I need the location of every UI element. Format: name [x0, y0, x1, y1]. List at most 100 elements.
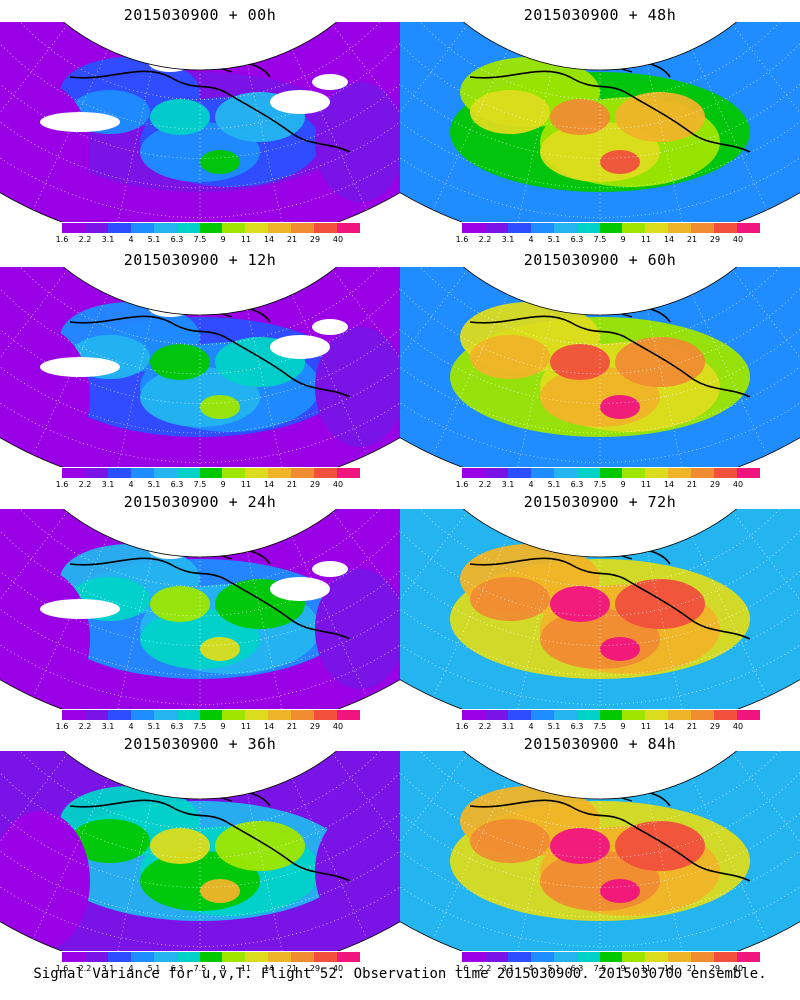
- colorbar-swatch: [245, 710, 269, 720]
- colorbar-swatch: [107, 710, 131, 720]
- colorbar-swatch: [314, 952, 338, 962]
- colorbar: [462, 223, 760, 235]
- colorbar-tick-label: 2.2: [78, 964, 92, 973]
- colorbar-tick-label: 14: [663, 235, 675, 244]
- colorbar-swatch: [599, 952, 623, 962]
- colorbar-tick-label: 1.6: [55, 480, 69, 489]
- map-outline: [400, 267, 800, 467]
- below-scale-region: [312, 74, 348, 90]
- colorbar-tick-label: 11: [240, 964, 252, 973]
- colorbar-tick-label: 21: [286, 722, 298, 731]
- colorbar-swatch: [668, 710, 692, 720]
- colorbar-tick-label: 6.3: [570, 235, 584, 244]
- colorbar: [462, 468, 760, 480]
- colorbar-tick-label: 5.1: [147, 722, 161, 731]
- colorbar-labels: 1.6 2.2 3.1 4 5.1 6.3 7.5 9 11 14 21 29 40: [56, 964, 356, 974]
- colorbar-swatch: [62, 223, 85, 233]
- colorbar-tick-label: 3.1: [101, 964, 115, 973]
- colorbar-swatch: [714, 710, 738, 720]
- colorbar-swatch: [245, 952, 269, 962]
- colorbar-swatch: [599, 468, 623, 478]
- colorbar-swatch: [268, 223, 292, 233]
- colorbar-swatch: [691, 710, 715, 720]
- colorbar-tick-label: 29: [309, 480, 321, 489]
- colorbar-swatch: [576, 468, 600, 478]
- forecast-panel: 2015030900 + 00h 1.6 2.2 3.1 4 5.1 6.3 7.5 9 11 14…: [0, 0, 400, 245]
- colorbar-swatch: [107, 952, 131, 962]
- colorbar-swatch: [645, 468, 669, 478]
- colorbar: [62, 223, 360, 235]
- colorbar-swatch: [714, 223, 738, 233]
- colorbar-swatch: [107, 468, 131, 478]
- colorbar-tick-label: 40: [332, 964, 344, 973]
- colorbar-tick-label: 21: [686, 480, 698, 489]
- colorbar-tick-label: 1.6: [55, 722, 69, 731]
- colorbar-swatch: [645, 952, 669, 962]
- colorbar-swatch: [737, 710, 760, 720]
- colorbar-swatch: [553, 223, 577, 233]
- colorbar-tick-label: 5.1: [547, 722, 561, 731]
- variance-map: [0, 267, 400, 467]
- colorbar-swatch: [314, 710, 338, 720]
- colorbar-labels: 1.6 2.2 3.1 4 5.1 6.3 7.5 9 11 14 21 29 40: [456, 235, 756, 245]
- contour-region: [470, 819, 550, 863]
- variance-map: [400, 751, 800, 951]
- colorbar-swatch: [507, 223, 531, 233]
- contour-region: [615, 92, 705, 142]
- forecast-panel: 2015030900 + 84h 1.6 2.2 3.1 4 5.1 6.3 7.5 9 11 14…: [400, 729, 800, 974]
- colorbar-tick-label: 4: [128, 722, 134, 731]
- colorbar-tick-label: 5.1: [147, 235, 161, 244]
- colorbar-tick-label: 4: [128, 964, 134, 973]
- colorbar-tick-label: 29: [709, 480, 721, 489]
- colorbar-swatch: [84, 468, 108, 478]
- contour-region: [550, 344, 610, 380]
- colorbar-tick-label: 1.6: [55, 235, 69, 244]
- panel-title: 2015030900 + 12h: [123, 251, 277, 269]
- colorbar-swatch: [291, 710, 315, 720]
- colorbar-swatch: [153, 223, 177, 233]
- colorbar-labels: 1.6 2.2 3.1 4 5.1 6.3 7.5 9 11 14 21 29 40: [456, 722, 756, 732]
- colorbar: [62, 468, 360, 480]
- colorbar-swatch: [484, 952, 508, 962]
- colorbar-swatch: [84, 710, 108, 720]
- forecast-panel: 2015030900 + 60h 1.6 2.2 3.1 4 5.1 6.3 7.5 9 11 14…: [400, 245, 800, 490]
- colorbar-swatch: [62, 710, 85, 720]
- below-scale-region: [148, 539, 192, 559]
- colorbar-tick-label: 9: [620, 722, 626, 731]
- colorbar-swatch: [576, 710, 600, 720]
- below-scale-region: [270, 577, 330, 601]
- variance-map: [0, 751, 400, 951]
- colorbar-swatch: [645, 223, 669, 233]
- contour-region: [150, 99, 210, 135]
- colorbar-swatch: [530, 710, 554, 720]
- colorbar-swatch: [268, 710, 292, 720]
- colorbar-swatch: [245, 468, 269, 478]
- map-outline: [0, 509, 400, 709]
- contour-region: [470, 90, 550, 134]
- colorbar-tick-label: 2.2: [478, 480, 492, 489]
- colorbar-swatch: [691, 952, 715, 962]
- contour-region: [150, 586, 210, 622]
- colorbar-tick-label: 1.6: [455, 964, 469, 973]
- colorbar-swatch: [153, 710, 177, 720]
- colorbar-labels: 1.6 2.2 3.1 4 5.1 6.3 7.5 9 11 14 21 29 40: [56, 722, 356, 732]
- colorbar-swatch: [314, 468, 338, 478]
- colorbar-tick-label: 3.1: [101, 235, 115, 244]
- contour-region: [200, 879, 240, 903]
- map-outline: [400, 509, 800, 709]
- colorbar: [62, 952, 360, 964]
- colorbar-tick-label: 7.5: [193, 480, 207, 489]
- colorbar-swatch: [553, 468, 577, 478]
- colorbar-tick-label: 29: [709, 964, 721, 973]
- colorbar-tick-label: 5.1: [547, 235, 561, 244]
- colorbar-swatch: [337, 468, 360, 478]
- below-scale-region: [40, 599, 120, 619]
- contour-region: [150, 828, 210, 864]
- colorbar-tick-label: 29: [709, 235, 721, 244]
- colorbar-tick-label: 4: [528, 722, 534, 731]
- colorbar-tick-label: 7.5: [593, 480, 607, 489]
- colorbar-swatch: [668, 468, 692, 478]
- colorbar-tick-label: 29: [309, 964, 321, 973]
- contour-region: [600, 879, 640, 903]
- colorbar-swatch: [245, 223, 269, 233]
